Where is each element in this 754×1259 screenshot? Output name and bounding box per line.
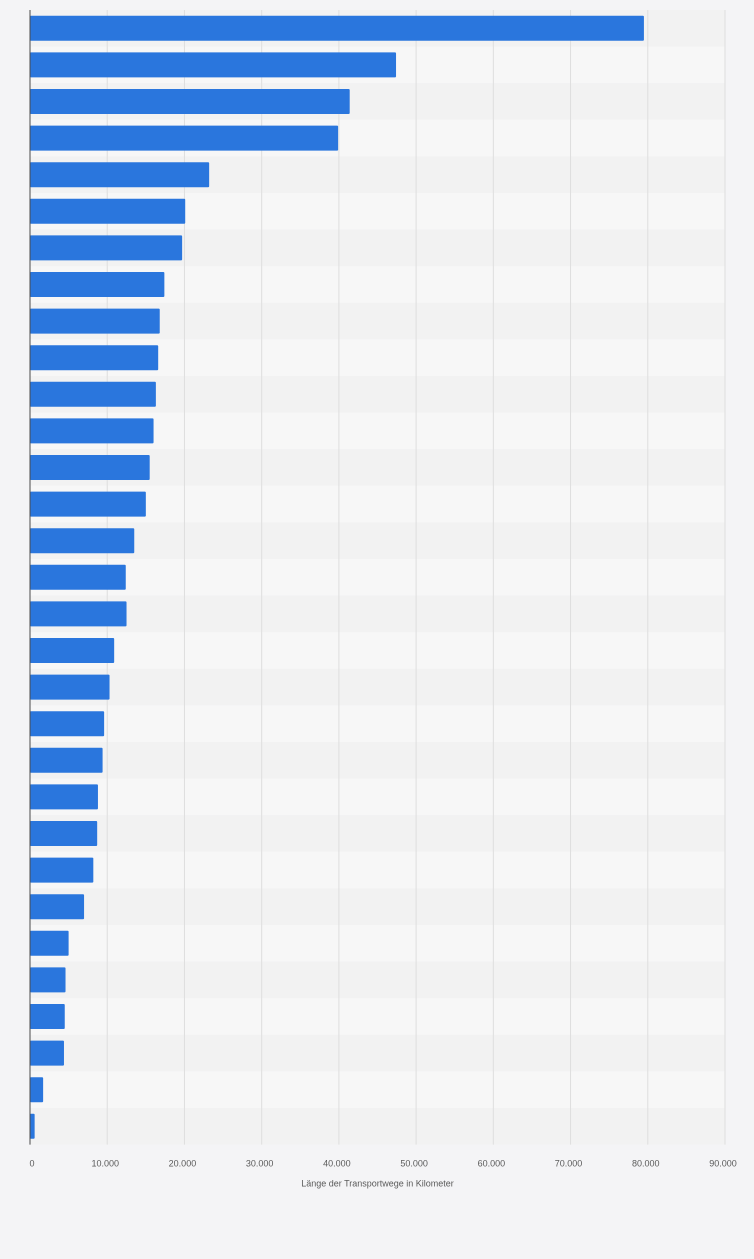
row-band	[30, 778, 725, 816]
bar[interactable]	[30, 930, 69, 956]
row-band	[30, 925, 725, 962]
bars	[30, 15, 644, 1139]
bar[interactable]	[30, 418, 154, 444]
bar[interactable]	[30, 601, 127, 627]
row-band	[30, 1034, 725, 1072]
bar[interactable]	[30, 784, 98, 810]
row-band	[30, 1071, 725, 1108]
bar[interactable]	[30, 564, 126, 590]
row-band	[30, 888, 725, 925]
row-band	[30, 559, 725, 596]
x-tick-label: 30.000	[246, 1159, 274, 1169]
row-band	[30, 742, 725, 779]
bar[interactable]	[30, 1077, 44, 1103]
bar[interactable]	[30, 674, 110, 700]
bar[interactable]	[30, 1040, 64, 1066]
bar[interactable]	[30, 711, 105, 737]
x-tick-label: 40.000	[323, 1159, 351, 1169]
x-tick-label: 0	[29, 1159, 34, 1169]
x-tick-label: 20.000	[169, 1159, 197, 1169]
bar[interactable]	[30, 821, 98, 846]
bar[interactable]	[30, 455, 150, 480]
bar[interactable]	[30, 272, 165, 297]
row-band	[30, 632, 725, 669]
bar[interactable]	[30, 125, 339, 151]
row-band	[30, 705, 725, 742]
x-tick-label: 90.000	[709, 1159, 737, 1169]
bar[interactable]	[30, 1113, 35, 1139]
bar[interactable]	[30, 308, 160, 334]
row-band	[30, 998, 725, 1035]
bar[interactable]	[30, 967, 66, 993]
bar[interactable]	[30, 894, 85, 920]
bar[interactable]	[30, 381, 156, 407]
x-tick-label: 80.000	[632, 1159, 660, 1169]
x-tick-label: 10.000	[91, 1159, 119, 1169]
row-band	[30, 961, 725, 999]
bar[interactable]	[30, 198, 186, 224]
bar[interactable]	[30, 1004, 65, 1029]
row-band	[30, 1108, 725, 1145]
bar[interactable]	[30, 345, 159, 371]
row-band	[30, 522, 725, 559]
x-tick-label: 60.000	[478, 1159, 506, 1169]
bar[interactable]	[30, 15, 644, 41]
row-band	[30, 668, 725, 706]
bar[interactable]	[30, 747, 103, 773]
x-tick-label: 70.000	[555, 1159, 583, 1169]
x-tick-label: 50.000	[400, 1159, 428, 1169]
bar[interactable]	[30, 528, 135, 554]
x-tick-labels: 0 10.000 20.000 30.000 40.000 50.000 60.000 70.…	[29, 1159, 736, 1169]
bar[interactable]	[30, 162, 210, 188]
bar[interactable]	[30, 89, 350, 114]
bar[interactable]	[30, 235, 183, 261]
bar[interactable]	[30, 857, 94, 883]
bar[interactable]	[30, 491, 146, 517]
bar[interactable]	[30, 638, 115, 663]
row-band	[30, 851, 725, 889]
row-band	[30, 595, 725, 633]
row-band	[30, 815, 725, 852]
x-axis-title: Länge der Transportwege in Kilometer	[301, 1179, 454, 1189]
bar[interactable]	[30, 52, 397, 78]
